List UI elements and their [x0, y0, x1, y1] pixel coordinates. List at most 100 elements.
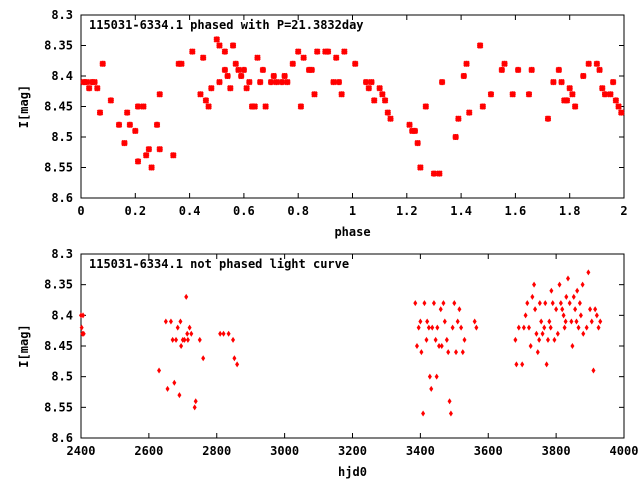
data-point — [550, 300, 555, 307]
data-point — [121, 139, 128, 147]
data-point — [581, 330, 586, 337]
data-point — [297, 103, 305, 110]
data-point — [430, 324, 435, 331]
data-point — [455, 318, 460, 325]
data-point — [208, 84, 215, 92]
data-point — [545, 336, 550, 343]
data-point — [362, 78, 370, 86]
data-point — [596, 66, 603, 74]
data-point — [416, 324, 421, 331]
data-point — [123, 109, 131, 116]
data-point — [459, 324, 464, 331]
data-point — [571, 293, 576, 300]
data-point — [134, 158, 142, 165]
y-tick-label: 8.35 — [44, 278, 73, 292]
data-point — [83, 78, 90, 86]
data-point — [514, 66, 522, 74]
data-point — [474, 324, 479, 331]
data-point — [178, 60, 185, 68]
data-point — [267, 78, 275, 86]
data-point — [448, 410, 453, 417]
y-tick-label: 8.5 — [51, 370, 73, 384]
data-point — [189, 48, 196, 55]
data-point — [189, 330, 194, 337]
x-tick-label: 1.4 — [450, 204, 472, 218]
data-point — [368, 78, 375, 86]
x-tick-label: 1 — [349, 204, 356, 218]
data-point — [333, 54, 340, 61]
data-point — [229, 42, 237, 49]
data-point — [598, 318, 603, 325]
data-point — [557, 281, 562, 288]
data-point — [441, 300, 446, 307]
x-tick-label: 0.4 — [179, 204, 201, 218]
data-point — [170, 152, 177, 159]
data-point — [425, 318, 430, 325]
data-point — [554, 306, 559, 313]
data-point — [454, 349, 459, 356]
x-tick-label: 3400 — [406, 444, 435, 458]
data-point — [434, 373, 439, 380]
data-point — [193, 398, 198, 405]
data-point — [156, 91, 163, 98]
y-tick-label: 8.45 — [44, 100, 73, 114]
data-point — [558, 78, 565, 86]
data-point — [202, 97, 210, 104]
data-point — [596, 324, 601, 331]
data-point — [185, 330, 190, 337]
data-point — [419, 349, 424, 356]
data-point — [427, 373, 432, 380]
data-point — [300, 54, 307, 61]
data-point — [213, 36, 220, 43]
y-tick-label: 8.55 — [44, 400, 73, 414]
x-tick-label: 3000 — [270, 444, 299, 458]
data-point — [81, 330, 86, 337]
data-point — [532, 281, 537, 288]
x-tick-label: 0.6 — [233, 204, 255, 218]
data-point — [142, 152, 150, 159]
data-point — [501, 60, 508, 68]
y-tick-label: 8.6 — [51, 191, 73, 205]
data-point — [555, 66, 563, 74]
data-point — [187, 324, 192, 331]
data-point — [550, 78, 557, 86]
data-point — [192, 404, 197, 411]
x-tick-label: 1.2 — [396, 204, 418, 218]
data-point — [570, 343, 575, 349]
x-axis-label: phase — [334, 225, 370, 239]
data-point — [199, 54, 207, 61]
data-point — [569, 318, 574, 325]
data-point — [539, 318, 544, 325]
x-tick-label: 2800 — [202, 444, 231, 458]
data-point — [537, 336, 542, 343]
data-point — [163, 318, 168, 325]
data-point — [589, 318, 594, 325]
data-point — [452, 300, 457, 307]
data-point — [542, 324, 547, 331]
data-point — [520, 361, 525, 368]
data-point — [574, 318, 579, 325]
data-point — [379, 91, 386, 98]
x-tick-label: 0.2 — [124, 204, 146, 218]
data-point — [232, 60, 239, 68]
data-point — [170, 336, 175, 343]
data-point — [289, 60, 296, 68]
data-point — [438, 306, 443, 313]
data-point — [205, 103, 212, 110]
data-point — [284, 78, 291, 86]
data-point — [381, 97, 389, 104]
data-point — [612, 97, 620, 104]
data-point — [232, 355, 237, 362]
x-axis-label: hjd0 — [338, 465, 367, 479]
data-point — [148, 164, 155, 171]
data-point — [466, 109, 473, 116]
data-point — [567, 300, 572, 307]
data-point — [414, 343, 419, 349]
data-point — [472, 318, 477, 325]
data-point — [259, 66, 267, 74]
data-point — [523, 312, 528, 319]
data-point — [479, 103, 487, 110]
data-point — [564, 293, 569, 300]
y-tick-label: 8.55 — [44, 161, 73, 175]
